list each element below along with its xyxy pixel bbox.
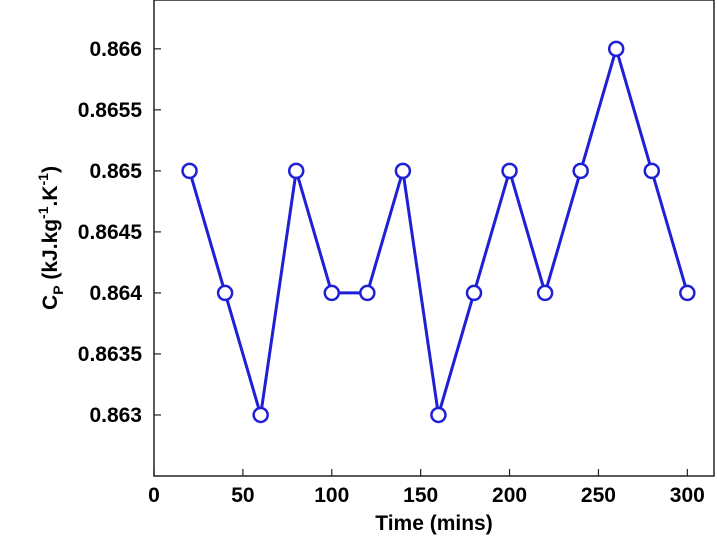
data-point-marker <box>465 284 483 302</box>
y-tick-label: 0.8655 <box>78 99 143 122</box>
x-tick-label: 100 <box>314 484 349 507</box>
plot-frame <box>153 0 715 477</box>
x-tick-label: 50 <box>231 484 254 507</box>
y-tick-label: 0.865 <box>89 160 142 183</box>
data-point-marker <box>252 406 269 424</box>
x-tick-label: 200 <box>492 484 527 507</box>
y-axis-title: CP (kJ.kg-1.K-1) <box>35 166 66 310</box>
y-axis-title-unit-b-sup: -1 <box>35 173 51 186</box>
data-point-marker <box>679 284 696 302</box>
y-axis-title-unit-c: ) <box>39 166 62 173</box>
y-axis-ticks: 0.863 0.8635 0.864 0.8645 0.865 0.8655 0.866 <box>78 38 161 427</box>
y-tick-label: 0.8645 <box>78 221 143 244</box>
data-point-marker <box>607 40 625 58</box>
data-point-marker <box>394 162 412 180</box>
series-line <box>188 47 689 417</box>
y-tick-label: 0.864 <box>89 282 142 305</box>
data-point-marker <box>536 284 554 302</box>
data-point-marker <box>572 162 589 180</box>
y-axis-title-main: C <box>39 295 62 310</box>
y-tick-label: 0.8635 <box>78 343 143 366</box>
x-axis-title: Time (mins) <box>375 512 492 535</box>
y-tick-label: 0.863 <box>89 404 142 427</box>
data-point-marker <box>216 284 234 302</box>
y-axis-title-unit-a-sup: -1 <box>35 206 51 219</box>
x-axis-ticks: 0 50 100 150 200 250 300 <box>148 469 705 507</box>
data-point-marker <box>430 406 447 424</box>
data-point-marker <box>501 162 518 180</box>
data-point-marker <box>359 284 376 302</box>
x-tick-label: 0 <box>148 484 160 507</box>
data-point-marker <box>287 162 305 180</box>
x-tick-label: 150 <box>403 484 438 507</box>
y-axis-title-unit-a: (kJ.kg <box>39 219 62 286</box>
data-point-marker <box>643 162 661 180</box>
y-tick-label: 0.866 <box>89 38 142 61</box>
x-tick-label: 300 <box>670 484 705 507</box>
series-layer <box>181 40 696 424</box>
x-tick-label: 250 <box>581 484 616 507</box>
y-axis-title-main-sub: P <box>50 285 66 294</box>
data-point-marker <box>181 162 198 180</box>
y-axis-title-unit-b: .K <box>39 185 62 206</box>
data-point-marker <box>323 284 341 302</box>
